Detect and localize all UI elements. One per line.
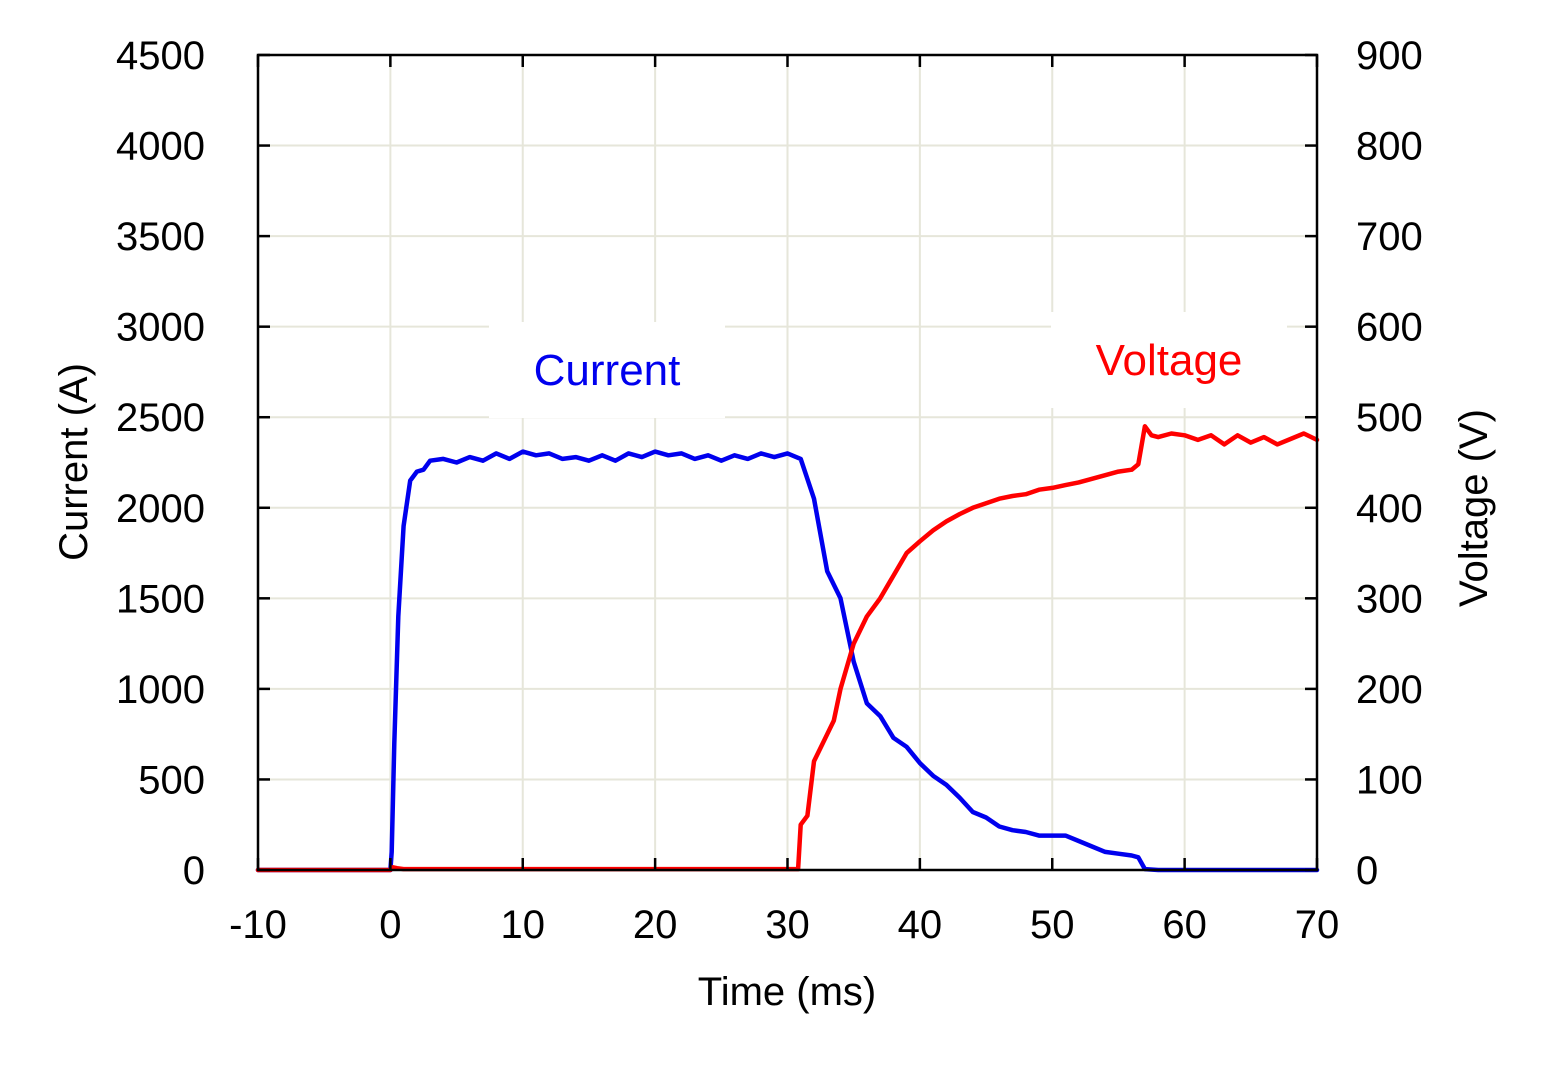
annotation-background [1051, 312, 1287, 408]
y2-axis-title: Voltage (V) [1452, 409, 1496, 607]
annotations: Current Voltage [489, 312, 1287, 418]
y2-tick-label: 500 [1356, 396, 1423, 440]
y-tick-label: 2000 [116, 487, 205, 531]
y-axis-title: Current (A) [52, 363, 96, 561]
series-layer [255, 424, 1320, 873]
y2-tick-label: 600 [1356, 306, 1423, 350]
y-tick-label: 0 [183, 849, 205, 893]
x-tick-label: -10 [229, 903, 287, 947]
y2-tick-label: 900 [1356, 34, 1423, 78]
y2-tick-label: 0 [1356, 849, 1378, 893]
y2-tick-label: 100 [1356, 758, 1423, 802]
x-tick-label: 60 [1162, 903, 1207, 947]
y-tick-label: 1000 [116, 668, 205, 712]
y-tick-label: 3500 [116, 215, 205, 259]
tick-labels: -10 0 10 20 30 40 50 60 700500100015002000250030… [116, 34, 1423, 947]
x-tick-label: 70 [1295, 903, 1340, 947]
y2-tick-label: 200 [1356, 668, 1423, 712]
y-tick-label: 2500 [116, 396, 205, 440]
y2-tick-label: 300 [1356, 577, 1423, 621]
y2-tick-label: 400 [1356, 487, 1423, 531]
voltage-annotation: Voltage [1096, 336, 1243, 385]
y-tick-label: 3000 [116, 306, 205, 350]
y-tick-label: 500 [138, 758, 205, 802]
y-tick-label: 4000 [116, 125, 205, 169]
x-tick-label: 50 [1030, 903, 1075, 947]
voltage-series-line [255, 424, 1320, 873]
annotation-background [489, 322, 725, 418]
x-tick-label: 30 [765, 903, 810, 947]
current-annotation: Current [534, 346, 681, 395]
ticks [256, 53, 1319, 872]
x-tick-label: 40 [898, 903, 943, 947]
x-tick-label: 20 [633, 903, 678, 947]
y2-tick-label: 800 [1356, 125, 1423, 169]
x-axis-title: Time (ms) [698, 970, 876, 1014]
y-tick-label: 1500 [116, 577, 205, 621]
y2-tick-label: 700 [1356, 215, 1423, 259]
x-tick-label: 10 [501, 903, 546, 947]
x-tick-label: 0 [379, 903, 401, 947]
current-series-line [255, 449, 1320, 873]
grid [258, 55, 1317, 870]
y-tick-label: 4500 [116, 34, 205, 78]
